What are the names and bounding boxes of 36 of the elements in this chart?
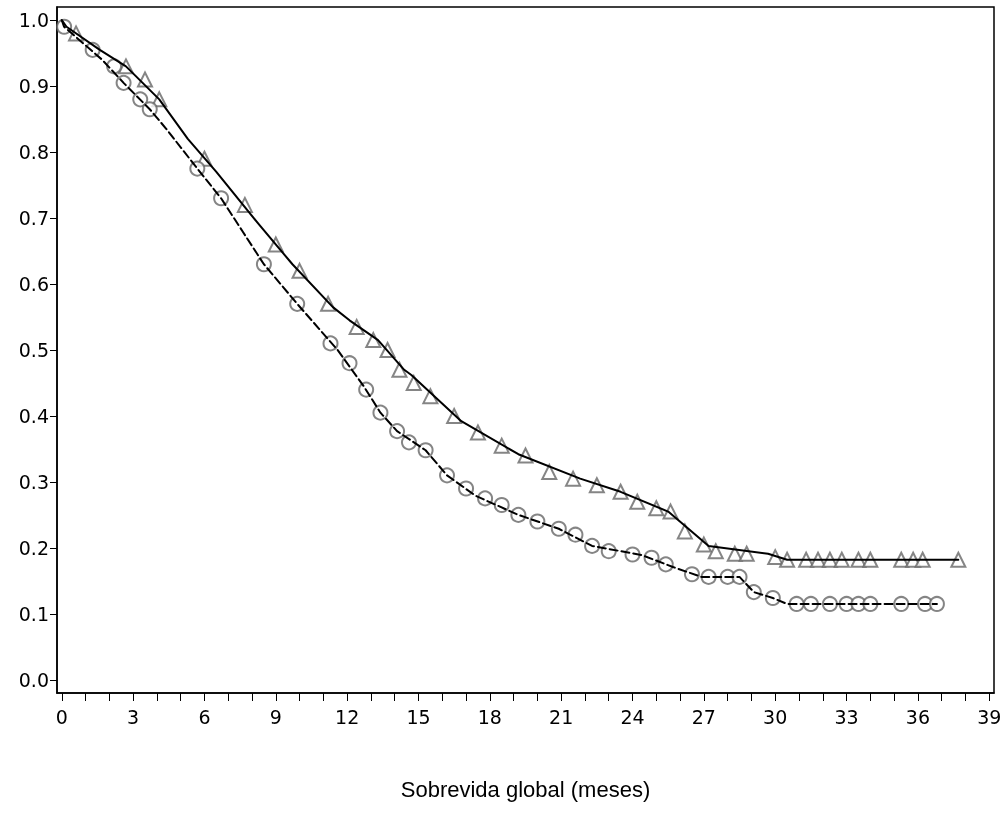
x-tick-label: 39: [977, 705, 1002, 728]
x-tick-label: 27: [691, 705, 716, 728]
y-tick-label: 0.5: [18, 339, 49, 361]
x-tick-label: 15: [406, 705, 431, 728]
x-tick-label: 33: [834, 705, 859, 728]
x-tick-label: 21: [549, 705, 574, 728]
x-tick-label: 9: [269, 705, 282, 728]
y-tick-label: 1.0: [18, 9, 49, 32]
y-tick-label: 0.2: [18, 536, 49, 559]
point: [738, 545, 755, 562]
point: [391, 361, 408, 378]
point: [565, 470, 582, 487]
x-axis-title: Sobrevida global (meses): [400, 776, 651, 802]
x-tick-label: 3: [127, 705, 140, 728]
y-tick-label: 0.6: [18, 273, 49, 296]
x-tick-label: 0: [55, 705, 68, 728]
point: [928, 595, 945, 612]
y-tick-label: 0.9: [18, 75, 49, 98]
x-tick-label: 18: [477, 705, 502, 728]
x-tick-label: 36: [905, 705, 930, 728]
point: [405, 374, 422, 391]
x-tick-label: 30: [763, 705, 788, 728]
point: [629, 493, 646, 510]
y-tick-label: 0.7: [18, 207, 49, 230]
y-tick-label: 0.8: [18, 141, 49, 164]
x-tick-label: 12: [335, 705, 360, 728]
x-tick-label: 6: [198, 705, 211, 728]
point: [950, 551, 967, 568]
y-tick-label: 0.3: [18, 470, 49, 493]
x-tick-label: 24: [620, 705, 645, 728]
y-tick-label: 0.0: [18, 668, 49, 691]
point: [541, 464, 558, 481]
point: [676, 523, 693, 540]
point: [707, 543, 724, 560]
y-tick-label: 0.1: [18, 602, 49, 625]
y-tick-label: 0.4: [18, 404, 49, 427]
